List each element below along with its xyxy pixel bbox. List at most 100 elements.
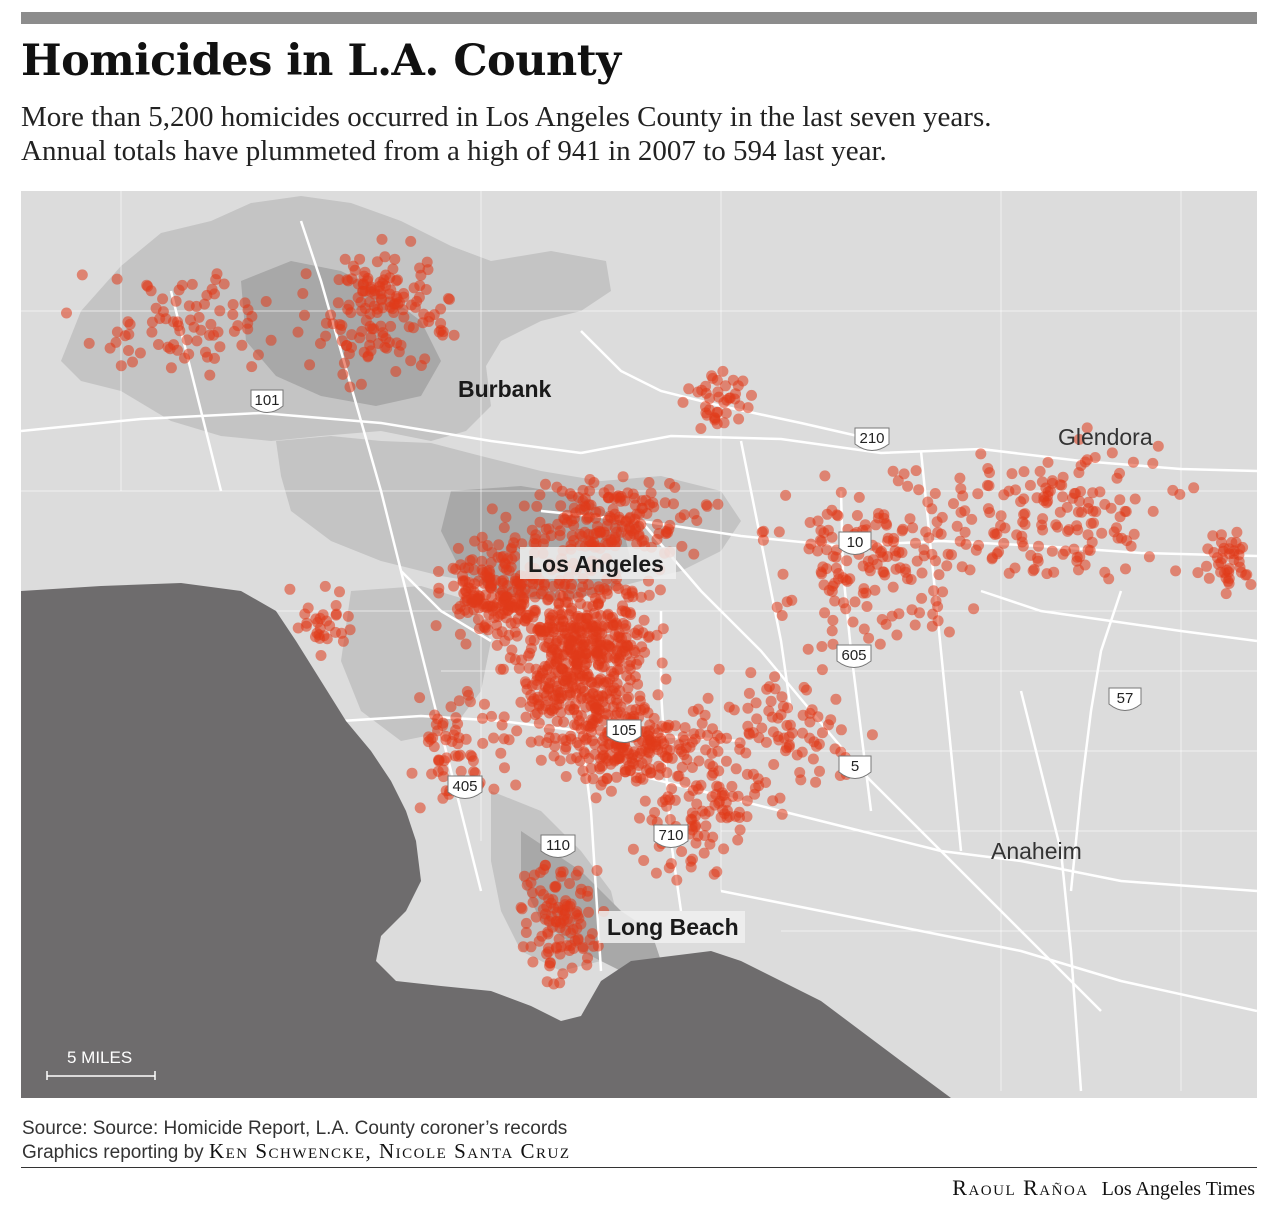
homicide-dot [448,580,460,592]
homicide-dot [752,773,764,785]
homicide-dot [984,467,995,479]
homicide-dot [555,706,567,718]
homicide-dot [193,311,205,323]
homicide-dot [496,599,508,611]
homicide-dot [429,709,441,721]
homicide-dot [1070,487,1081,499]
homicide-dot [544,677,556,689]
homicide-dot [1009,562,1021,574]
homicide-dot [827,614,839,626]
homicide-dot [1079,456,1091,468]
homicide-dot [581,732,593,744]
homicide-dot [573,715,585,727]
homicide-dot [806,704,818,716]
homicide-dot [703,805,715,817]
homicide-dot [497,663,509,675]
homicide-dot [453,695,465,707]
homicide-dot [432,765,444,777]
homicide-dot [384,288,396,300]
homicide-dot [729,393,741,405]
homicide-dot [687,705,699,717]
label-los-angeles-bg [520,547,676,579]
homicide-dot [683,383,695,395]
homicide-dot [706,769,718,781]
homicide-dot [1215,566,1227,578]
svg-text:110: 110 [546,837,570,854]
homicide-dot [1042,486,1054,498]
homicide-dot [946,549,957,561]
homicide-dot [1024,479,1036,491]
homicide-dot [460,638,472,650]
homicide-dot [1082,544,1094,556]
homicide-dot [123,328,135,340]
homicide-dot [405,355,417,367]
homicide-dot [320,317,332,329]
homicide-dot [659,497,671,509]
homicide-dot [869,584,881,596]
shield-405: 405 [447,775,483,799]
homicide-dot [582,613,594,625]
homicide-dot [732,790,744,802]
homicide-map[interactable]: 101 210 10 605 57 105 [21,191,1257,1098]
homicide-dot [127,356,138,368]
homicide-dot [325,309,337,321]
homicide-dot [359,285,371,297]
homicide-dot [774,792,786,804]
homicide-dot [481,566,493,578]
homicide-dot [607,503,619,515]
homicide-dot [1010,484,1021,496]
homicide-dot [721,732,732,744]
homicide-dot [157,293,169,305]
homicide-dot [297,288,309,299]
homicide-dot [826,504,838,516]
homicide-dot [733,413,745,425]
homicide-dot [796,746,808,758]
homicide-dot [818,579,830,591]
homicide-dot [830,693,842,705]
page-title: Homicides in L.A. County [21,36,621,86]
homicide-dot [191,335,203,347]
homicide-dot [771,601,783,613]
homicide-dot [720,407,732,419]
homicide-dot [525,736,537,748]
homicide-dot [558,675,570,686]
homicide-dot [515,696,527,708]
homicide-dot [893,608,905,620]
homicide-dot [532,694,544,706]
homicide-dot [1188,482,1200,494]
homicide-dot [146,316,158,328]
homicide-dot [83,337,95,349]
homicide-dot [518,500,530,512]
homicide-dot [577,632,588,644]
shield-105: 105 [606,719,642,743]
shield-605: 605 [836,644,872,668]
homicide-dot [1085,518,1097,529]
homicide-dot [807,753,819,765]
homicide-dot [1192,567,1204,579]
homicide-dot [304,359,316,371]
homicide-dot [633,624,644,636]
homicide-dot [405,235,417,247]
homicide-dot [629,671,641,683]
homicide-dot [720,755,732,767]
homicide-dot [610,688,622,700]
homicide-dot [829,577,840,589]
homicide-dot [1073,467,1085,479]
homicide-dot [520,927,532,938]
homicide-dot [1233,556,1245,568]
homicide-dot [887,536,899,548]
homicide-dot [565,643,577,655]
homicide-dot [1006,468,1018,480]
homicide-dot [246,310,258,322]
svg-text:5: 5 [851,758,859,775]
homicide-dot [527,896,539,908]
homicide-dot [1106,447,1118,459]
homicide-dot [565,733,577,745]
homicide-dot [538,687,550,699]
homicide-dot [816,664,828,676]
homicide-dot [1057,491,1069,503]
homicide-dot [691,515,703,526]
homicide-dot [943,626,955,638]
homicide-dot [531,500,543,512]
homicide-dot [205,318,217,330]
